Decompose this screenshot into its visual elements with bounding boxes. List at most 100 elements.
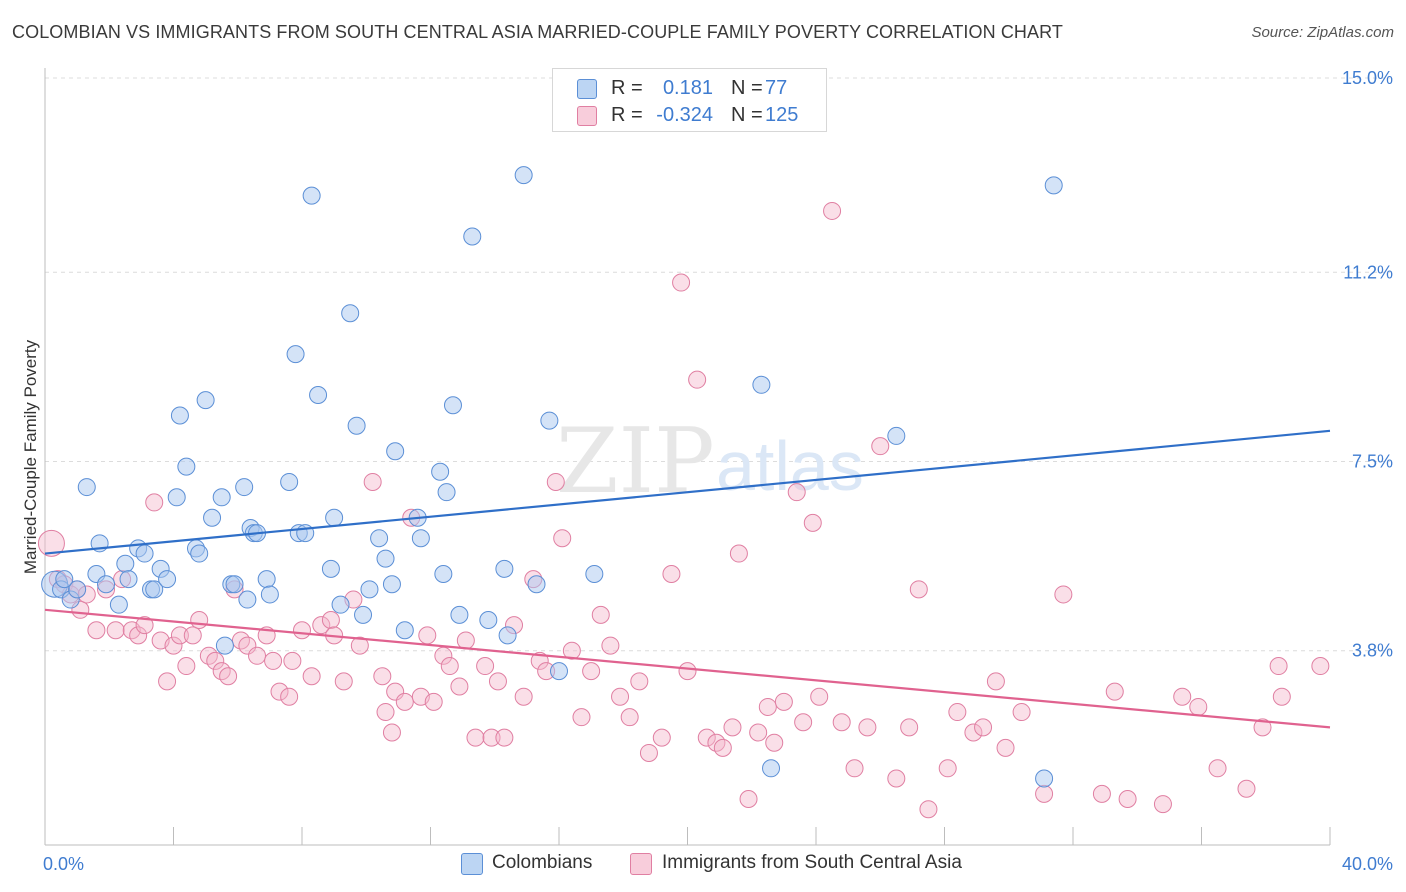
- series-legend: Colombians Immigrants from South Central…: [0, 850, 1406, 880]
- data-point-colombians: [309, 386, 328, 405]
- data-point-colombians: [376, 549, 395, 568]
- data-point-immigrants: [37, 529, 65, 557]
- data-point-immigrants: [350, 636, 369, 655]
- r-label: R =: [611, 77, 643, 99]
- data-point-immigrants: [450, 677, 469, 696]
- data-point-immigrants: [697, 728, 716, 747]
- data-point-immigrants: [948, 703, 967, 722]
- data-point-immigrants: [1035, 784, 1054, 803]
- data-point-colombians: [68, 580, 87, 599]
- data-point-colombians: [431, 462, 450, 481]
- data-point-colombians: [437, 483, 456, 502]
- data-point-immigrants: [1269, 657, 1288, 676]
- data-point-colombians: [321, 559, 340, 578]
- data-point-immigrants: [729, 544, 748, 563]
- data-point-immigrants: [900, 718, 919, 737]
- data-point-immigrants: [248, 646, 267, 665]
- data-point-immigrants: [376, 703, 395, 722]
- data-point-immigrants: [456, 631, 475, 650]
- data-point-colombians: [203, 508, 222, 527]
- data-point-colombians: [354, 605, 373, 624]
- data-point-colombians: [116, 554, 135, 573]
- data-point-immigrants: [938, 759, 957, 778]
- data-point-colombians: [238, 590, 257, 609]
- data-point-immigrants: [546, 472, 565, 491]
- data-point-immigrants: [1092, 784, 1111, 803]
- data-point-immigrants: [514, 687, 533, 706]
- data-point-colombians: [495, 559, 514, 578]
- data-point-immigrants: [591, 605, 610, 624]
- data-point-immigrants: [572, 708, 591, 727]
- data-point-colombians: [55, 570, 74, 589]
- data-point-colombians: [212, 488, 231, 507]
- data-point-immigrants: [601, 636, 620, 655]
- source-credit: Source: ZipAtlas.com: [1251, 24, 1394, 41]
- legend-label-colombians: Colombians: [492, 852, 593, 873]
- data-point-immigrants: [1272, 687, 1291, 706]
- data-point-immigrants: [206, 651, 225, 670]
- data-point-colombians: [170, 406, 189, 425]
- stats-legend-row-immigrants: R = -0.324 N = 125: [553, 102, 826, 128]
- data-point-colombians: [260, 585, 279, 604]
- data-point-immigrants: [264, 651, 283, 670]
- data-point-immigrants: [858, 718, 877, 737]
- legend-swatch-immigrants: [630, 853, 652, 875]
- data-point-immigrants: [145, 493, 164, 512]
- data-point-immigrants: [293, 621, 311, 640]
- data-point-colombians: [331, 595, 350, 614]
- data-point-immigrants: [395, 692, 414, 711]
- trend-line-colombians: [44, 429, 1331, 555]
- data-point-colombians: [1044, 176, 1063, 195]
- data-point-colombians: [527, 575, 546, 594]
- watermark: ZIP atlas: [556, 409, 864, 514]
- axes: [44, 68, 1331, 846]
- data-point-immigrants: [739, 789, 758, 808]
- data-point-immigrants: [424, 692, 443, 711]
- data-point-immigrants: [845, 759, 864, 778]
- data-point-immigrants: [582, 662, 601, 681]
- data-point-colombians: [540, 411, 559, 430]
- data-point-immigrants: [986, 672, 1005, 691]
- data-point-colombians: [109, 595, 128, 614]
- legend-swatch-pink: [577, 106, 597, 126]
- data-point-immigrants: [219, 667, 238, 686]
- data-point-immigrants: [190, 611, 209, 630]
- data-point-immigrants: [787, 483, 806, 502]
- n-value: 125: [765, 104, 799, 126]
- tick-labels: 3.8% 7.5% 11.2% 15.0% 0.0% 40.0%: [43, 68, 1393, 874]
- data-point-immigrants: [530, 651, 549, 670]
- stats-legend-row-colombians: R = 0.181 N = 77: [553, 75, 826, 101]
- data-point-colombians: [119, 570, 138, 589]
- x-tick-label: 40.0%: [1342, 854, 1393, 874]
- data-point-colombians: [550, 662, 568, 681]
- data-point-immigrants: [1237, 779, 1256, 798]
- data-point-immigrants: [672, 273, 691, 292]
- data-point-colombians: [325, 508, 344, 527]
- data-point-immigrants: [1208, 759, 1227, 778]
- data-point-immigrants: [723, 718, 742, 737]
- data-point-immigrants: [170, 626, 189, 645]
- data-point-immigrants: [803, 513, 822, 532]
- data-point-colombians: [167, 488, 186, 507]
- data-point-colombians: [280, 472, 299, 491]
- data-point-colombians: [1035, 769, 1054, 788]
- data-point-immigrants: [620, 708, 639, 727]
- y-tick-label: 3.8%: [1352, 641, 1393, 661]
- data-point-colombians: [443, 396, 462, 415]
- data-point-immigrants: [871, 437, 890, 456]
- data-point-immigrants: [321, 611, 340, 630]
- data-point-immigrants: [270, 682, 289, 701]
- data-point-immigrants: [440, 657, 459, 676]
- data-point-colombians: [286, 345, 305, 364]
- data-point-colombians: [450, 605, 469, 624]
- chart-title: COLOMBIAN VS IMMIGRANTS FROM SOUTH CENTR…: [12, 22, 1064, 42]
- stats-legend: R = 0.181 N = 77 R = -0.324 N = 125: [552, 68, 827, 132]
- data-point-immigrants: [688, 370, 707, 389]
- r-value: -0.324: [656, 104, 713, 126]
- data-point-immigrants: [810, 687, 829, 706]
- data-point-immigrants: [1054, 585, 1073, 604]
- data-point-colombians: [395, 621, 414, 640]
- data-point-immigrants: [887, 769, 906, 788]
- data-point-immigrants: [1105, 682, 1124, 701]
- data-point-immigrants: [652, 728, 671, 747]
